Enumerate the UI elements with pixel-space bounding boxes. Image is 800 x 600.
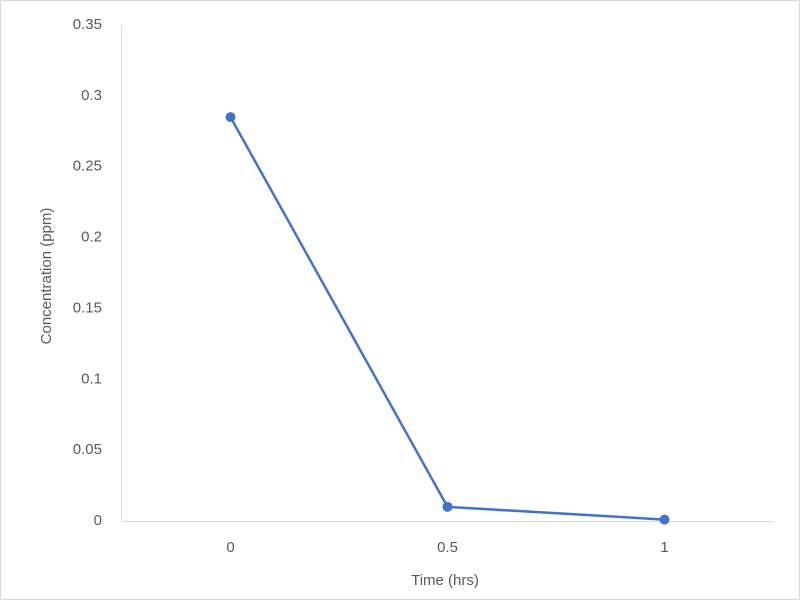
x-tick-label: 0.5 (437, 539, 458, 556)
x-tick-label: 1 (660, 539, 668, 556)
y-tick-label: 0 (94, 512, 102, 529)
y-tick-label: 0.15 (73, 299, 102, 316)
y-axis-title: Concentration (ppm) (38, 208, 55, 345)
y-tick-label: 0.1 (81, 370, 102, 387)
data-point (225, 112, 236, 123)
data-point (442, 501, 453, 512)
y-tick-label: 0.25 (73, 158, 102, 175)
y-tick-label: 0.3 (81, 87, 102, 104)
y-tick-label: 0.35 (73, 16, 102, 33)
y-tick-label: 0.2 (81, 229, 102, 246)
data-point (659, 514, 670, 525)
x-tick-label: 0 (226, 539, 234, 556)
x-axis-title: Time (hrs) (411, 572, 479, 589)
y-tick-label: 0.05 (73, 441, 102, 458)
